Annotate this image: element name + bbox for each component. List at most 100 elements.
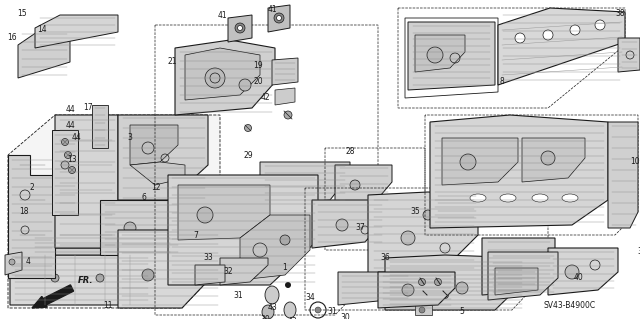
Polygon shape <box>228 15 252 42</box>
Polygon shape <box>220 258 268 285</box>
Circle shape <box>61 138 68 145</box>
Circle shape <box>315 307 321 313</box>
Circle shape <box>289 176 301 188</box>
Polygon shape <box>130 162 185 185</box>
Text: 38: 38 <box>615 10 625 19</box>
Text: 44: 44 <box>71 133 81 143</box>
Polygon shape <box>272 58 298 85</box>
Polygon shape <box>368 192 478 275</box>
Circle shape <box>68 167 76 174</box>
Polygon shape <box>268 5 290 32</box>
Text: 12: 12 <box>151 183 161 192</box>
Text: 3: 3 <box>127 133 132 143</box>
Circle shape <box>423 210 433 220</box>
Polygon shape <box>495 268 538 295</box>
Circle shape <box>595 20 605 30</box>
Text: 21: 21 <box>167 57 177 66</box>
Polygon shape <box>275 88 295 105</box>
Text: 29: 29 <box>243 151 253 160</box>
Circle shape <box>507 270 517 280</box>
Polygon shape <box>118 230 220 308</box>
Text: 41: 41 <box>217 11 227 20</box>
Polygon shape <box>385 255 528 310</box>
Circle shape <box>51 274 59 282</box>
Text: 31: 31 <box>327 308 337 316</box>
Circle shape <box>96 274 104 282</box>
Polygon shape <box>30 235 175 255</box>
Ellipse shape <box>532 194 548 202</box>
Polygon shape <box>432 192 480 222</box>
Polygon shape <box>10 255 155 305</box>
Polygon shape <box>185 48 260 100</box>
Text: 16: 16 <box>7 33 17 42</box>
FancyArrow shape <box>32 285 74 308</box>
Polygon shape <box>378 272 455 308</box>
Circle shape <box>9 259 15 265</box>
Ellipse shape <box>470 194 486 202</box>
Polygon shape <box>35 15 118 48</box>
Text: FR.: FR. <box>78 276 93 285</box>
Text: 32: 32 <box>223 268 233 277</box>
Text: 39: 39 <box>637 248 640 256</box>
Circle shape <box>543 30 553 40</box>
Polygon shape <box>335 165 392 205</box>
Text: 20: 20 <box>253 78 263 86</box>
Polygon shape <box>618 38 640 72</box>
Text: 43: 43 <box>267 303 277 313</box>
Text: 7: 7 <box>193 231 198 240</box>
Polygon shape <box>178 185 270 240</box>
Text: 28: 28 <box>345 147 355 157</box>
Text: 37: 37 <box>355 224 365 233</box>
Polygon shape <box>175 40 275 115</box>
Text: 40: 40 <box>573 273 583 283</box>
Text: 2: 2 <box>29 183 35 192</box>
Polygon shape <box>130 125 178 165</box>
Circle shape <box>284 111 292 119</box>
Polygon shape <box>260 162 350 205</box>
Text: 14: 14 <box>37 26 47 34</box>
Circle shape <box>276 16 282 20</box>
Circle shape <box>235 23 245 33</box>
Circle shape <box>506 259 518 271</box>
Polygon shape <box>408 22 495 90</box>
Ellipse shape <box>262 305 274 319</box>
Text: 42: 42 <box>260 93 270 102</box>
Circle shape <box>61 161 69 169</box>
Text: 36: 36 <box>380 254 390 263</box>
Circle shape <box>570 25 580 35</box>
Circle shape <box>422 292 429 299</box>
Circle shape <box>460 154 476 170</box>
Circle shape <box>197 207 213 223</box>
Circle shape <box>456 282 468 294</box>
Text: 8: 8 <box>500 78 504 86</box>
Polygon shape <box>482 238 555 295</box>
Text: 33: 33 <box>203 254 213 263</box>
Text: 30: 30 <box>260 315 270 319</box>
Circle shape <box>285 282 291 288</box>
Circle shape <box>205 68 225 88</box>
Polygon shape <box>118 115 208 200</box>
Polygon shape <box>498 8 625 85</box>
Circle shape <box>427 47 443 63</box>
Circle shape <box>350 180 360 190</box>
Circle shape <box>237 26 243 31</box>
Text: 31: 31 <box>233 291 243 300</box>
Circle shape <box>65 152 72 159</box>
Text: 18: 18 <box>19 207 29 217</box>
Text: 1: 1 <box>283 263 287 272</box>
Ellipse shape <box>265 286 279 304</box>
Circle shape <box>402 284 414 296</box>
Text: 43: 43 <box>287 317 297 319</box>
Polygon shape <box>18 30 70 78</box>
Text: 30: 30 <box>340 314 350 319</box>
Text: 44: 44 <box>65 106 75 115</box>
Polygon shape <box>338 272 412 305</box>
Circle shape <box>336 219 348 231</box>
Circle shape <box>419 278 426 286</box>
Text: 34: 34 <box>305 293 315 302</box>
Circle shape <box>565 265 579 279</box>
Circle shape <box>142 269 154 281</box>
Polygon shape <box>312 200 385 248</box>
Circle shape <box>401 231 415 245</box>
Polygon shape <box>522 138 585 182</box>
